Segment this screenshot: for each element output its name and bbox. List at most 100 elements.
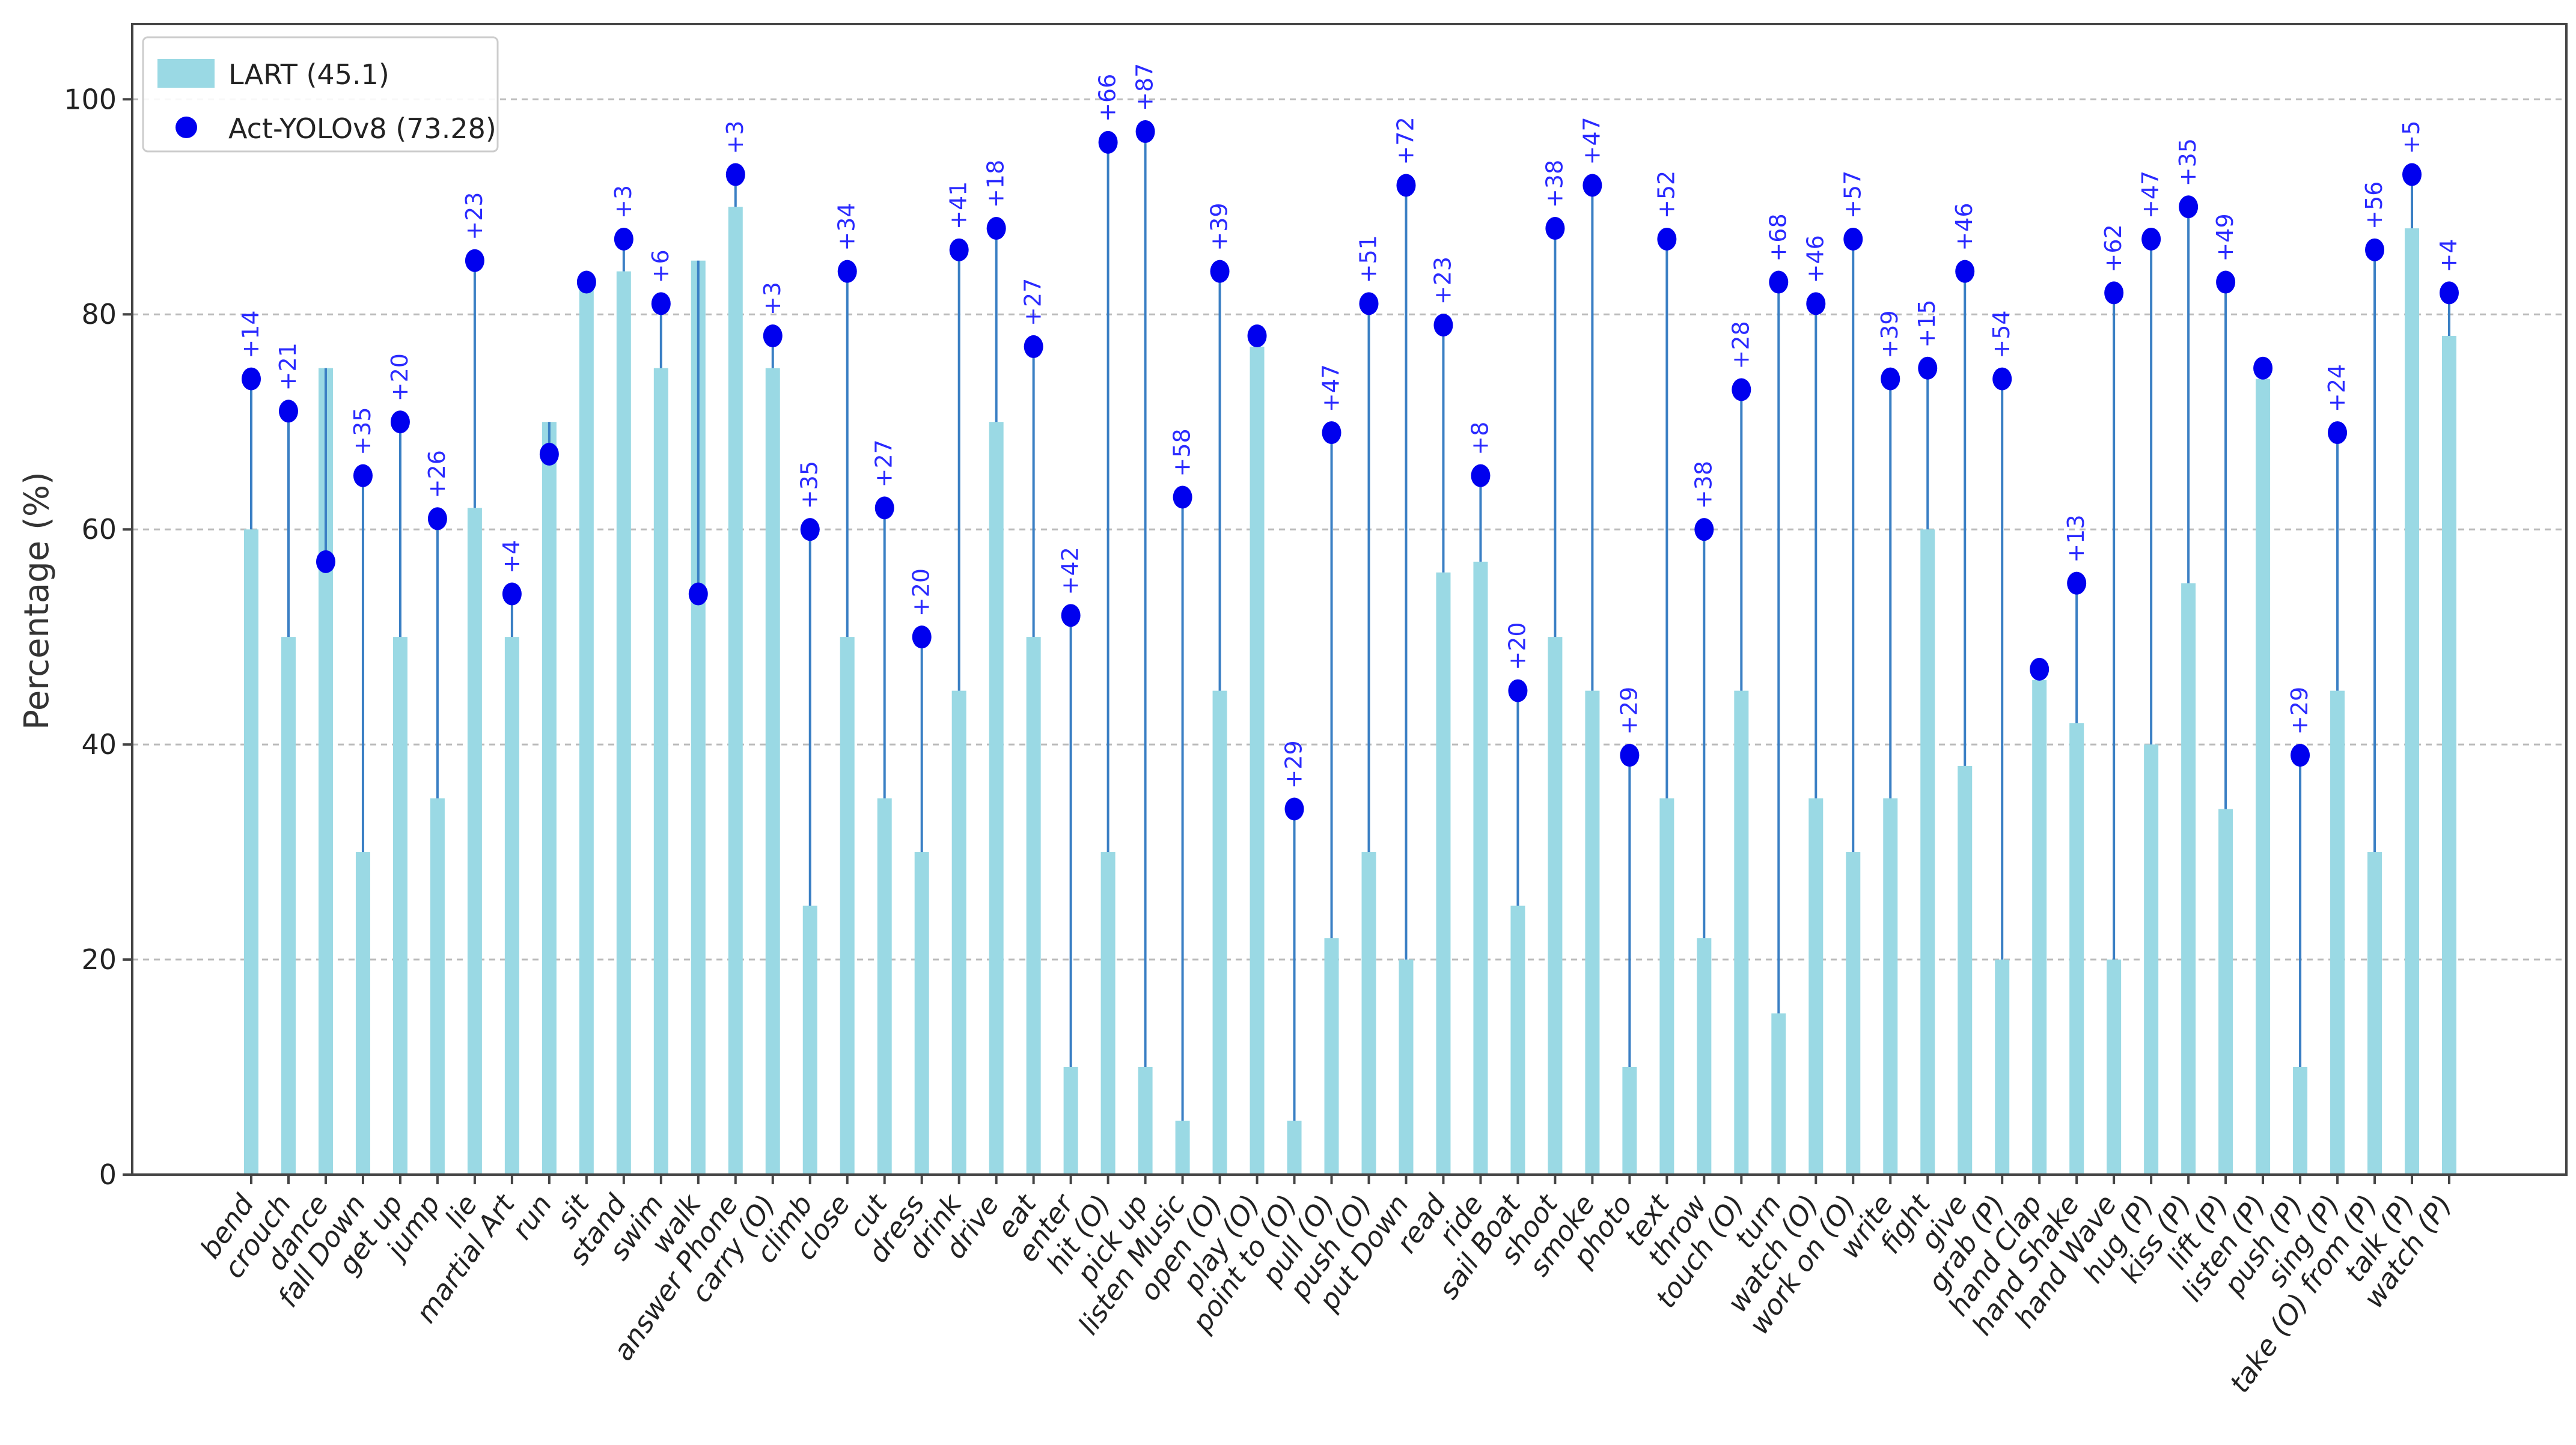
delta-label-fight: +15 <box>1914 300 1940 348</box>
dot-ride <box>1471 464 1491 487</box>
dot-hug-p <box>2141 227 2161 251</box>
bar-put-down <box>1399 960 1414 1175</box>
bar-sail-boat <box>1510 905 1525 1175</box>
dot-carry-o <box>763 324 783 348</box>
dot-write <box>1881 367 1900 391</box>
delta-label-watch-p: +4 <box>2435 239 2462 272</box>
dot-fight <box>1918 356 1938 380</box>
delta-label-push-o: +51 <box>1355 235 1381 283</box>
delta-label-answer-phone: +3 <box>722 121 748 154</box>
bar-eat <box>1026 637 1041 1175</box>
dot-dress <box>912 625 932 649</box>
dot-put-down <box>1396 174 1416 197</box>
dot-turn <box>1769 270 1789 294</box>
bar-enter <box>1063 1067 1078 1175</box>
legend-box <box>142 36 499 153</box>
bar-talk-p <box>2405 228 2420 1175</box>
delta-label-throw: +38 <box>1690 461 1717 509</box>
dot-grab-p <box>1992 367 2012 391</box>
dot-bend <box>242 367 261 391</box>
dot-eat <box>1024 335 1043 358</box>
bar-martial-art <box>504 637 519 1175</box>
delta-label-close: +34 <box>834 202 860 251</box>
dot-walk <box>688 582 708 606</box>
dot-jump <box>427 507 447 531</box>
delta-label-drink: +41 <box>945 181 972 230</box>
bar-pull-o <box>1324 938 1339 1175</box>
dot-push-p <box>2291 744 2310 767</box>
bar-swim <box>653 368 668 1175</box>
bar-hit-o <box>1100 852 1116 1175</box>
dot-smoke <box>1583 174 1602 197</box>
delta-label-listen-music: +58 <box>1169 428 1195 476</box>
delta-label-sail-boat: +20 <box>1504 622 1530 670</box>
bar-run <box>542 422 557 1175</box>
dot-climb <box>800 518 820 541</box>
improvement-stems <box>250 131 2450 1121</box>
dot-martial-art <box>502 582 522 606</box>
delta-label-work-on-o: +57 <box>1839 171 1866 219</box>
delta-label-open-o: +39 <box>1206 202 1233 251</box>
dot-listen-p <box>2253 356 2273 380</box>
dot-pull-o <box>1322 421 1341 445</box>
dot-hit-o <box>1098 130 1118 154</box>
bar-throw <box>1697 938 1712 1175</box>
bar-sit <box>579 282 594 1175</box>
bar-pick-up <box>1138 1067 1153 1175</box>
delta-label-swim: +6 <box>647 249 674 283</box>
bar-fall-down <box>355 852 370 1175</box>
dot-kiss-p <box>2179 195 2199 219</box>
dot-read <box>1433 314 1453 337</box>
bar-drive <box>989 422 1004 1175</box>
delta-label-fall-down: +35 <box>349 407 376 455</box>
bar-carry-o <box>765 368 780 1175</box>
dot-watch-p <box>2440 281 2459 305</box>
delta-label-smoke: +47 <box>1578 117 1605 165</box>
bar-fight <box>1920 529 1935 1175</box>
y-tick-label-60: 60 <box>81 513 117 546</box>
bar-touch-o <box>1734 690 1749 1175</box>
dot-sail-boat <box>1508 679 1528 702</box>
dot-hand-wave <box>2104 281 2124 305</box>
delta-label-enter: +42 <box>1057 547 1084 595</box>
plot-frame <box>131 23 2568 1176</box>
delta-label-shoot: +38 <box>1541 160 1567 208</box>
bar-listen-music <box>1175 1121 1190 1175</box>
bar-bend <box>244 529 258 1175</box>
dot-sing-p <box>2328 421 2348 445</box>
dot-watch-o <box>1806 292 1826 315</box>
bar-hand-wave <box>2107 960 2122 1175</box>
delta-label-ride: +8 <box>1467 422 1493 455</box>
dot-point-to-o <box>1284 797 1304 821</box>
bar-drink <box>951 690 966 1175</box>
delta-label-crouch: +21 <box>275 342 301 391</box>
dot-open-o <box>1210 260 1230 283</box>
dot-run <box>539 442 559 466</box>
delta-label-grab-p: +54 <box>1988 310 2015 358</box>
delta-label-talk-p: +5 <box>2398 121 2425 154</box>
delta-label-carry-o: +3 <box>759 282 786 315</box>
dot-stand <box>614 227 633 251</box>
delta-label-pick-up: +87 <box>1132 63 1158 111</box>
dot-touch-o <box>1732 378 1751 401</box>
bar-photo <box>1622 1067 1637 1175</box>
dot-take-o-from-p <box>2365 238 2385 261</box>
bar-turn <box>1771 1013 1786 1175</box>
bar-cut <box>877 798 892 1175</box>
y-tick-label-0: 0 <box>99 1158 117 1191</box>
dot-shoot <box>1545 217 1565 240</box>
delta-label-photo: +29 <box>1616 687 1642 735</box>
delta-label-lie: +23 <box>461 192 487 240</box>
bar-shoot <box>1548 637 1563 1175</box>
dot-talk-p <box>2402 163 2422 186</box>
bar-take-o-from-p <box>2367 852 2382 1175</box>
dot-cut <box>874 496 894 520</box>
y-tick-label-80: 80 <box>81 298 117 330</box>
bar-watch-p <box>2442 336 2456 1175</box>
delta-label-turn: +68 <box>1765 213 1791 261</box>
dot-hand-shake <box>2067 571 2087 595</box>
delta-label-drive: +18 <box>983 160 1009 208</box>
bar-lie <box>467 508 482 1175</box>
